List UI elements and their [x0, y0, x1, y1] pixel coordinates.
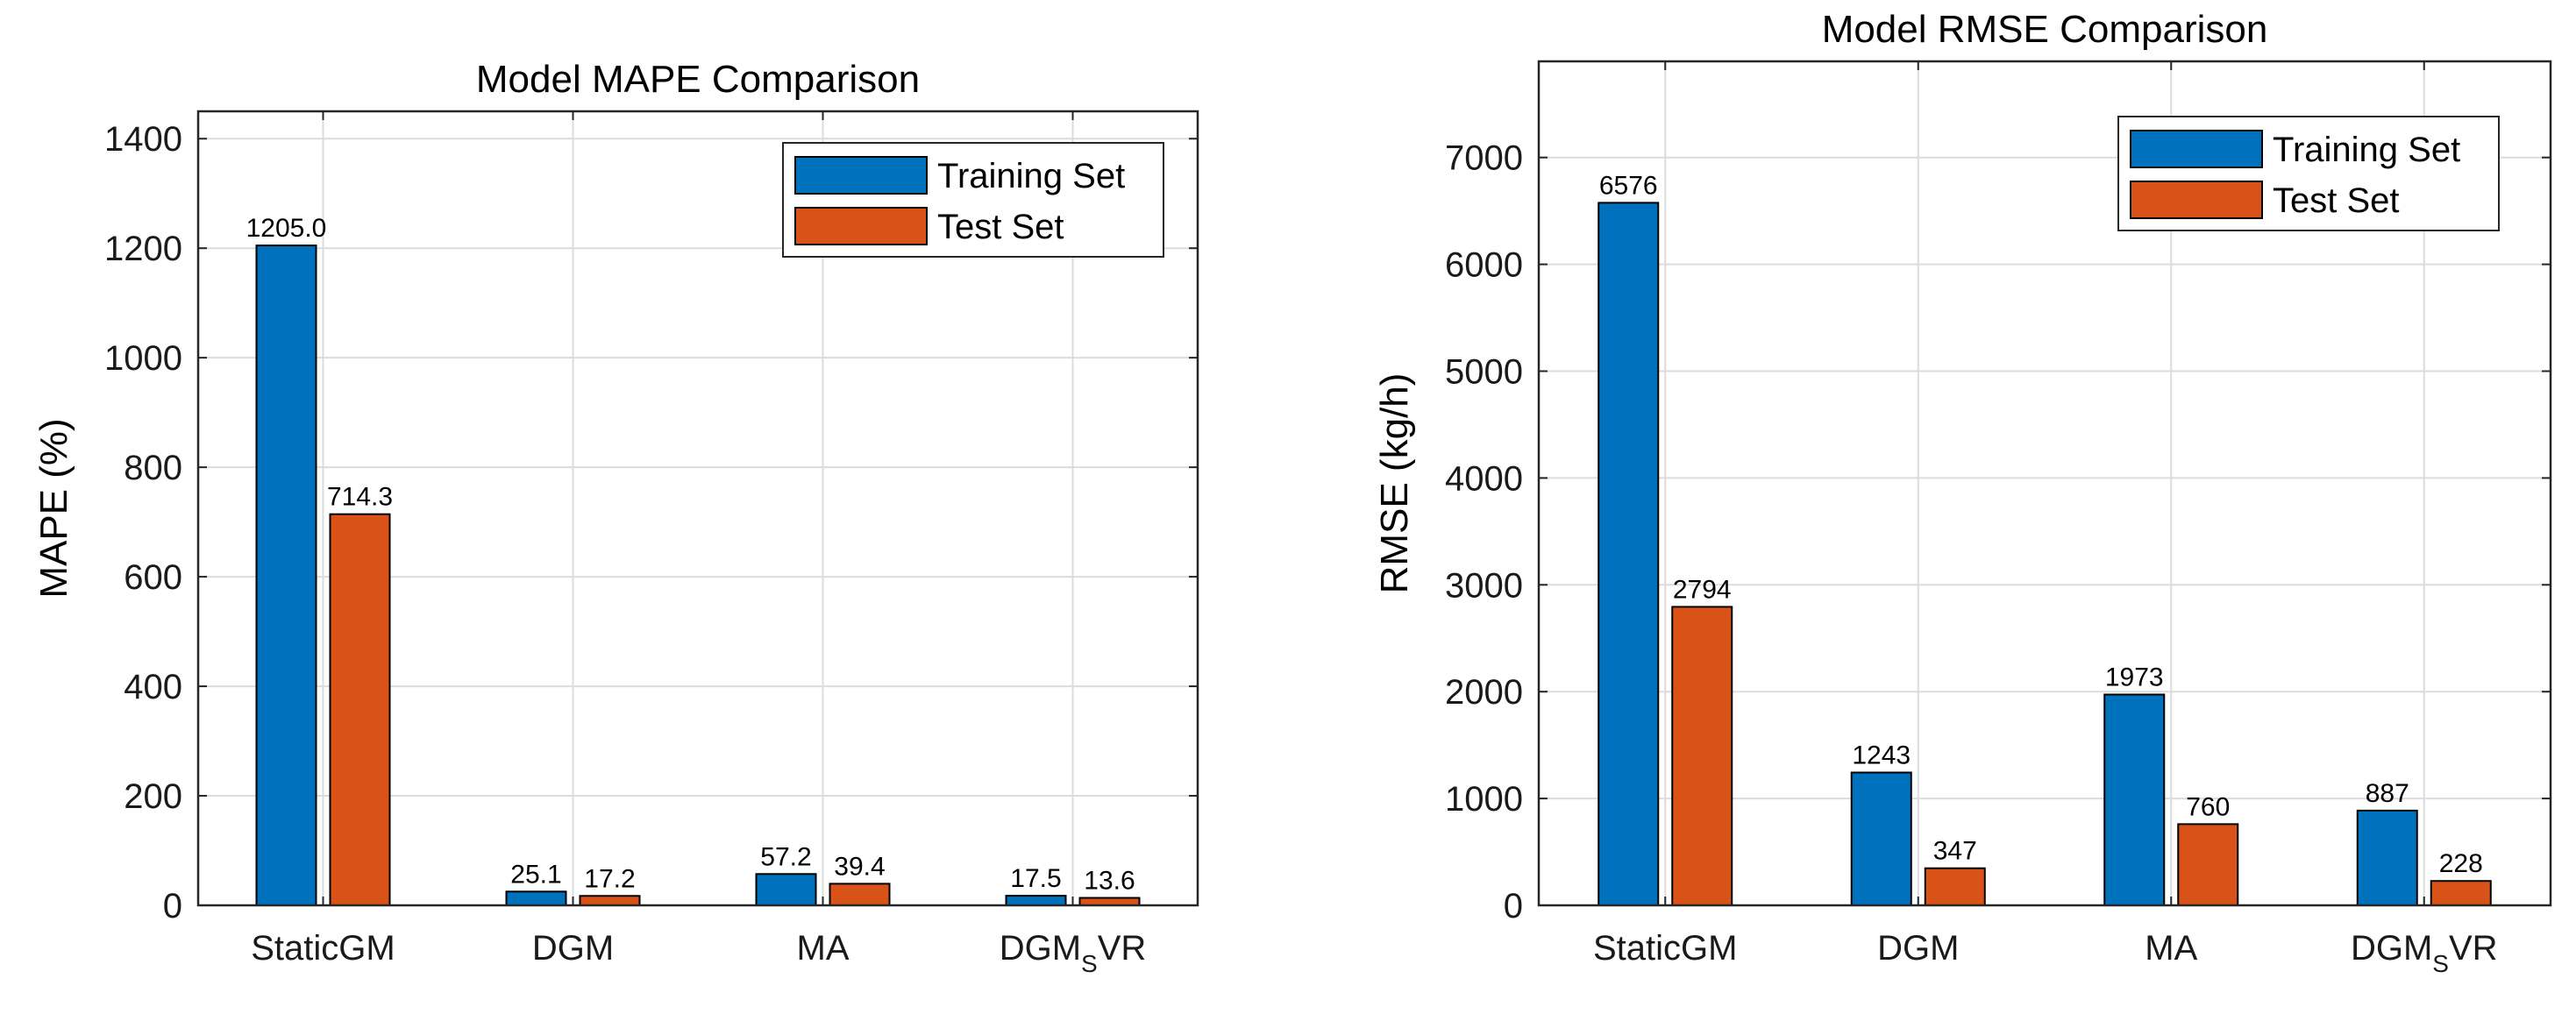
- y-tick-label: 0: [163, 887, 182, 925]
- axes-box: [196, 110, 1199, 907]
- x-tick-label-base: DGM: [1877, 929, 1959, 968]
- x-tick-label: MA: [2145, 929, 2197, 968]
- data-label: 2794: [1673, 575, 1732, 604]
- bar-training-1: [505, 890, 567, 907]
- x-tick-label: StaticGM: [251, 929, 395, 968]
- data-label: 6576: [1599, 171, 1658, 200]
- x-tick-label-base: DGM: [532, 929, 614, 968]
- legend-label: Training Set: [937, 157, 1125, 195]
- y-tick-label: 3000: [1445, 566, 1523, 605]
- data-label: 714.3: [327, 483, 393, 512]
- data-label: 25.1: [510, 860, 561, 889]
- bar-test-3: [2430, 880, 2492, 907]
- data-label: 760: [2186, 792, 2230, 821]
- y-tick-label: 5000: [1445, 353, 1523, 392]
- y-axis-label: RMSE (kg/h): [1373, 373, 1416, 594]
- bar-test-2: [2177, 823, 2239, 906]
- x-tick-label: DGM: [1877, 929, 1959, 968]
- data-label: 13.6: [1084, 867, 1135, 896]
- bar-test-3: [1078, 897, 1141, 906]
- legend-label: Test Set: [2273, 181, 2400, 220]
- y-tick-label: 1000: [1445, 780, 1523, 819]
- data-label: 17.5: [1010, 864, 1061, 893]
- bar-test-0: [1671, 606, 1733, 906]
- x-tick-label-base: MA: [2145, 929, 2197, 968]
- data-label: 887: [2366, 779, 2409, 808]
- y-tick-label: 1000: [104, 339, 182, 378]
- bar-training-2: [2103, 693, 2166, 906]
- bar-test-1: [579, 895, 641, 907]
- y-tick-label: 400: [124, 668, 182, 706]
- x-tick-label-base: DGM: [1000, 929, 1081, 968]
- legend-swatch-test: [794, 207, 928, 245]
- bar-training-3: [1005, 895, 1067, 906]
- x-tick-label: DGMSVR: [2351, 929, 2498, 977]
- data-label: 39.4: [834, 852, 885, 881]
- y-axis-label: MAPE (%): [32, 418, 75, 598]
- x-tick-label: DGM: [532, 929, 614, 968]
- y-tick-label: 7000: [1445, 139, 1523, 178]
- x-tick-label-base: MA: [797, 929, 850, 968]
- x-tick-label-base: DGM: [2351, 929, 2432, 968]
- legend-swatch-training: [2130, 130, 2263, 168]
- x-tick-label: StaticGM: [1593, 929, 1737, 968]
- y-tick-label: 600: [124, 558, 182, 597]
- legend: Training Set Test Set: [2117, 116, 2500, 231]
- y-tick-label: 1200: [104, 230, 182, 268]
- x-tick-label-suffix: VR: [2449, 929, 2498, 968]
- x-tick-label: DGMSVR: [1000, 929, 1147, 977]
- bar-training-0: [1598, 202, 1660, 906]
- bar-test-1: [1924, 867, 1986, 906]
- y-tick-label: 4000: [1445, 459, 1523, 498]
- legend-swatch-training: [794, 156, 928, 195]
- x-tick-label-subscript: S: [1081, 950, 1098, 977]
- legend: Training Set Test Set: [782, 142, 1164, 258]
- chart-title: Model MAPE Comparison: [476, 58, 920, 101]
- y-tick-label: 0: [1504, 887, 1523, 925]
- bar-training-3: [2356, 809, 2418, 906]
- data-label: 228: [2439, 849, 2483, 878]
- legend-swatch-test: [2130, 181, 2263, 219]
- data-label: 1243: [1852, 741, 1911, 769]
- x-tick-label-base: StaticGM: [251, 929, 395, 968]
- y-tick-label: 800: [124, 449, 182, 487]
- legend-label: Test Set: [937, 208, 1064, 246]
- chart-title: Model RMSE Comparison: [1822, 8, 2268, 51]
- x-tick-label-suffix: VR: [1098, 929, 1147, 968]
- bar-training-2: [755, 873, 817, 907]
- x-tick-label-base: StaticGM: [1593, 929, 1737, 968]
- data-label: 17.2: [584, 864, 635, 893]
- bar-test-2: [829, 883, 891, 906]
- data-label: 1205.0: [246, 214, 327, 243]
- y-tick-label: 1400: [104, 120, 182, 159]
- y-tick-label: 200: [124, 777, 182, 816]
- chart-rmse: 0 1000 2000 3000 4000 5000 6000 7000 6576 1243 197…: [1373, 8, 2552, 977]
- x-tick-label-subscript: S: [2432, 950, 2449, 977]
- data-label: 1973: [2105, 663, 2164, 691]
- data-label: 57.2: [760, 842, 811, 871]
- bar-training-0: [255, 245, 317, 906]
- chart-mape: 0 200 400 600 800 1000 1200 1400 1205.0 25.1 57.2 1…: [32, 58, 1199, 977]
- bar-test-0: [329, 513, 391, 906]
- x-tick-label: MA: [797, 929, 850, 968]
- y-tick-label: 6000: [1445, 246, 1523, 285]
- data-label: 347: [1933, 837, 1977, 866]
- y-tick-label: 2000: [1445, 673, 1523, 712]
- bar-training-1: [1850, 771, 1912, 906]
- legend-label: Training Set: [2273, 131, 2460, 169]
- axes-box: [1537, 60, 2552, 907]
